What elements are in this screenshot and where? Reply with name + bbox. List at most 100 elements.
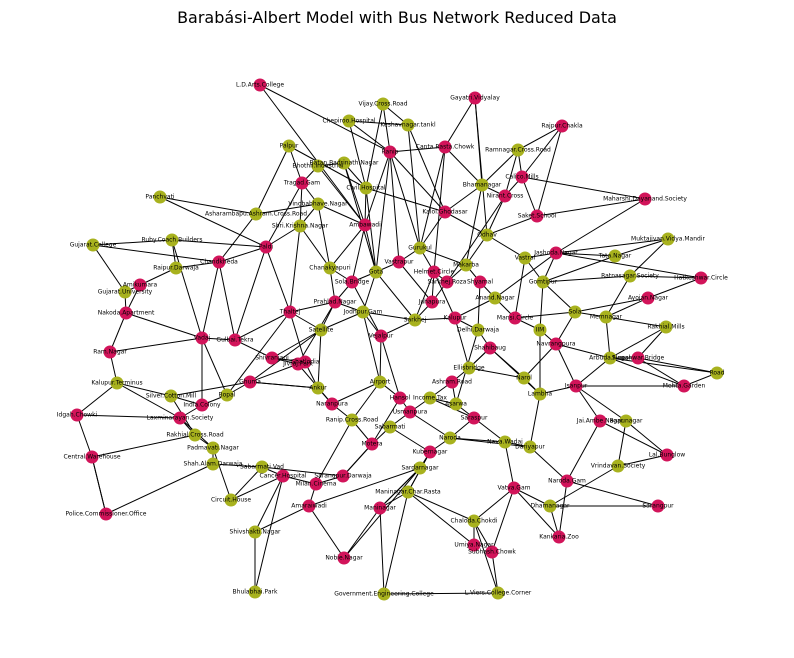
node-label-sha2: Shahibaug xyxy=(474,345,506,352)
node-label-cant: Canta.Rasta.Chowk xyxy=(416,144,475,151)
node-label-del: Delhi.Darwaja xyxy=(457,327,499,334)
node-ran2 xyxy=(345,413,359,427)
edge xyxy=(116,382,172,397)
node-man3 xyxy=(508,311,522,325)
edge xyxy=(315,419,353,485)
node-bop xyxy=(220,388,234,402)
edge xyxy=(299,225,331,269)
node-label-had: Hansol xyxy=(390,395,411,402)
node-label-jas: Jashoda.Nagar xyxy=(533,250,578,257)
node-aya xyxy=(641,291,655,305)
edge xyxy=(449,437,531,448)
edge xyxy=(617,454,668,467)
node-label-kal2: Kalol.Ghodasar xyxy=(422,209,468,216)
node-lal xyxy=(660,448,674,462)
node-label-nav2: Navrangpura xyxy=(536,341,576,348)
node-nar xyxy=(560,474,574,488)
edge xyxy=(491,551,499,594)
node-label-lam: Lambha xyxy=(528,391,552,398)
edge xyxy=(389,426,431,453)
node-label-ash: Asharambapu.Ashram.Cross.Road xyxy=(205,211,307,218)
node-pol xyxy=(99,507,113,521)
node-sar3 xyxy=(440,275,454,289)
node-rakm xyxy=(659,320,673,334)
edge xyxy=(92,244,220,263)
node-kal2 xyxy=(438,205,452,219)
node-vri xyxy=(611,459,625,473)
node-label-chan: Chandkheda xyxy=(200,259,238,266)
edge xyxy=(375,271,416,321)
node-nar3 xyxy=(443,431,457,445)
edge xyxy=(514,257,526,319)
node-label-can2: Cancer.Hospital xyxy=(260,473,307,480)
node-label-sil: Silver.Cotton.Mill xyxy=(146,393,197,400)
node-pal2 xyxy=(259,240,273,254)
node-shi xyxy=(265,351,279,365)
edge xyxy=(379,335,382,383)
node-dar xyxy=(523,440,537,454)
edge xyxy=(254,475,284,533)
node-label-cir: Circuit.House xyxy=(211,497,251,504)
edge xyxy=(389,151,421,249)
node-label-civ: Civil.Hospital xyxy=(346,185,385,192)
edge xyxy=(454,297,496,319)
node-label-cal: Calico.Mills xyxy=(505,174,538,181)
node-label-jua: Juhapura xyxy=(418,299,446,306)
node-rai xyxy=(169,261,183,275)
node-road xyxy=(710,366,724,380)
node-vin xyxy=(311,197,325,211)
node-label-ghu: Ghuma xyxy=(239,379,261,386)
node-label-che2: Chaloda.Chokdi xyxy=(450,518,497,525)
node-label-kes: Keshavnagar.tankl xyxy=(380,122,436,129)
node-nav3 xyxy=(325,397,339,411)
node-vas2 xyxy=(392,255,406,269)
node-gul xyxy=(228,333,242,347)
edge xyxy=(625,420,668,456)
node-label-mah: Maharshi.Dayanand.Society xyxy=(603,196,687,203)
edge xyxy=(383,592,499,595)
node-label-thal: Thaltej xyxy=(279,309,301,316)
node-label-man3: Mansi.Circle xyxy=(497,315,534,322)
node-label-pal2: Paldi xyxy=(259,244,274,251)
edge xyxy=(513,487,551,507)
node-asa xyxy=(449,397,463,411)
node-label-mak: Makarba xyxy=(453,262,479,269)
edge xyxy=(398,261,433,303)
node-label-chan2: Chanakyapuri xyxy=(309,265,351,272)
node-nak xyxy=(119,306,133,320)
edge xyxy=(259,84,366,226)
node-ramol xyxy=(103,345,117,359)
edge xyxy=(414,317,456,321)
edge xyxy=(517,125,563,151)
node-meh xyxy=(677,379,691,393)
node-che xyxy=(342,114,356,128)
edge xyxy=(486,215,538,236)
edge xyxy=(348,120,409,126)
edge xyxy=(414,271,435,321)
node-label-aya: Ayojan.Nagar xyxy=(628,295,669,302)
node-label-bop: Bopal xyxy=(219,392,236,399)
edge xyxy=(407,124,421,249)
node-ami xyxy=(133,278,147,292)
node-sak xyxy=(530,209,544,223)
node-label-muk: Muktajivan.Vidya.Mandir xyxy=(631,236,705,243)
edge xyxy=(539,281,544,331)
node-cant xyxy=(438,140,452,154)
node-vej xyxy=(374,329,388,343)
edge xyxy=(521,125,563,178)
edge xyxy=(171,239,203,339)
node-label-lal: Lal.Bunglow xyxy=(649,452,685,459)
node-label-vas: Vastral xyxy=(515,255,536,262)
edge xyxy=(175,261,220,269)
node-rak xyxy=(188,428,202,442)
node-label-ind: India.Colony xyxy=(183,402,221,409)
node-label-kal3: Kalupur xyxy=(443,315,467,322)
node-ana xyxy=(488,291,502,305)
edge xyxy=(617,420,627,467)
node-ind xyxy=(195,398,209,412)
edge xyxy=(444,146,483,186)
node-label-bho: Bhothii.Industrial xyxy=(292,163,343,170)
edge xyxy=(109,337,203,353)
edge xyxy=(125,312,203,339)
edge xyxy=(629,275,702,279)
